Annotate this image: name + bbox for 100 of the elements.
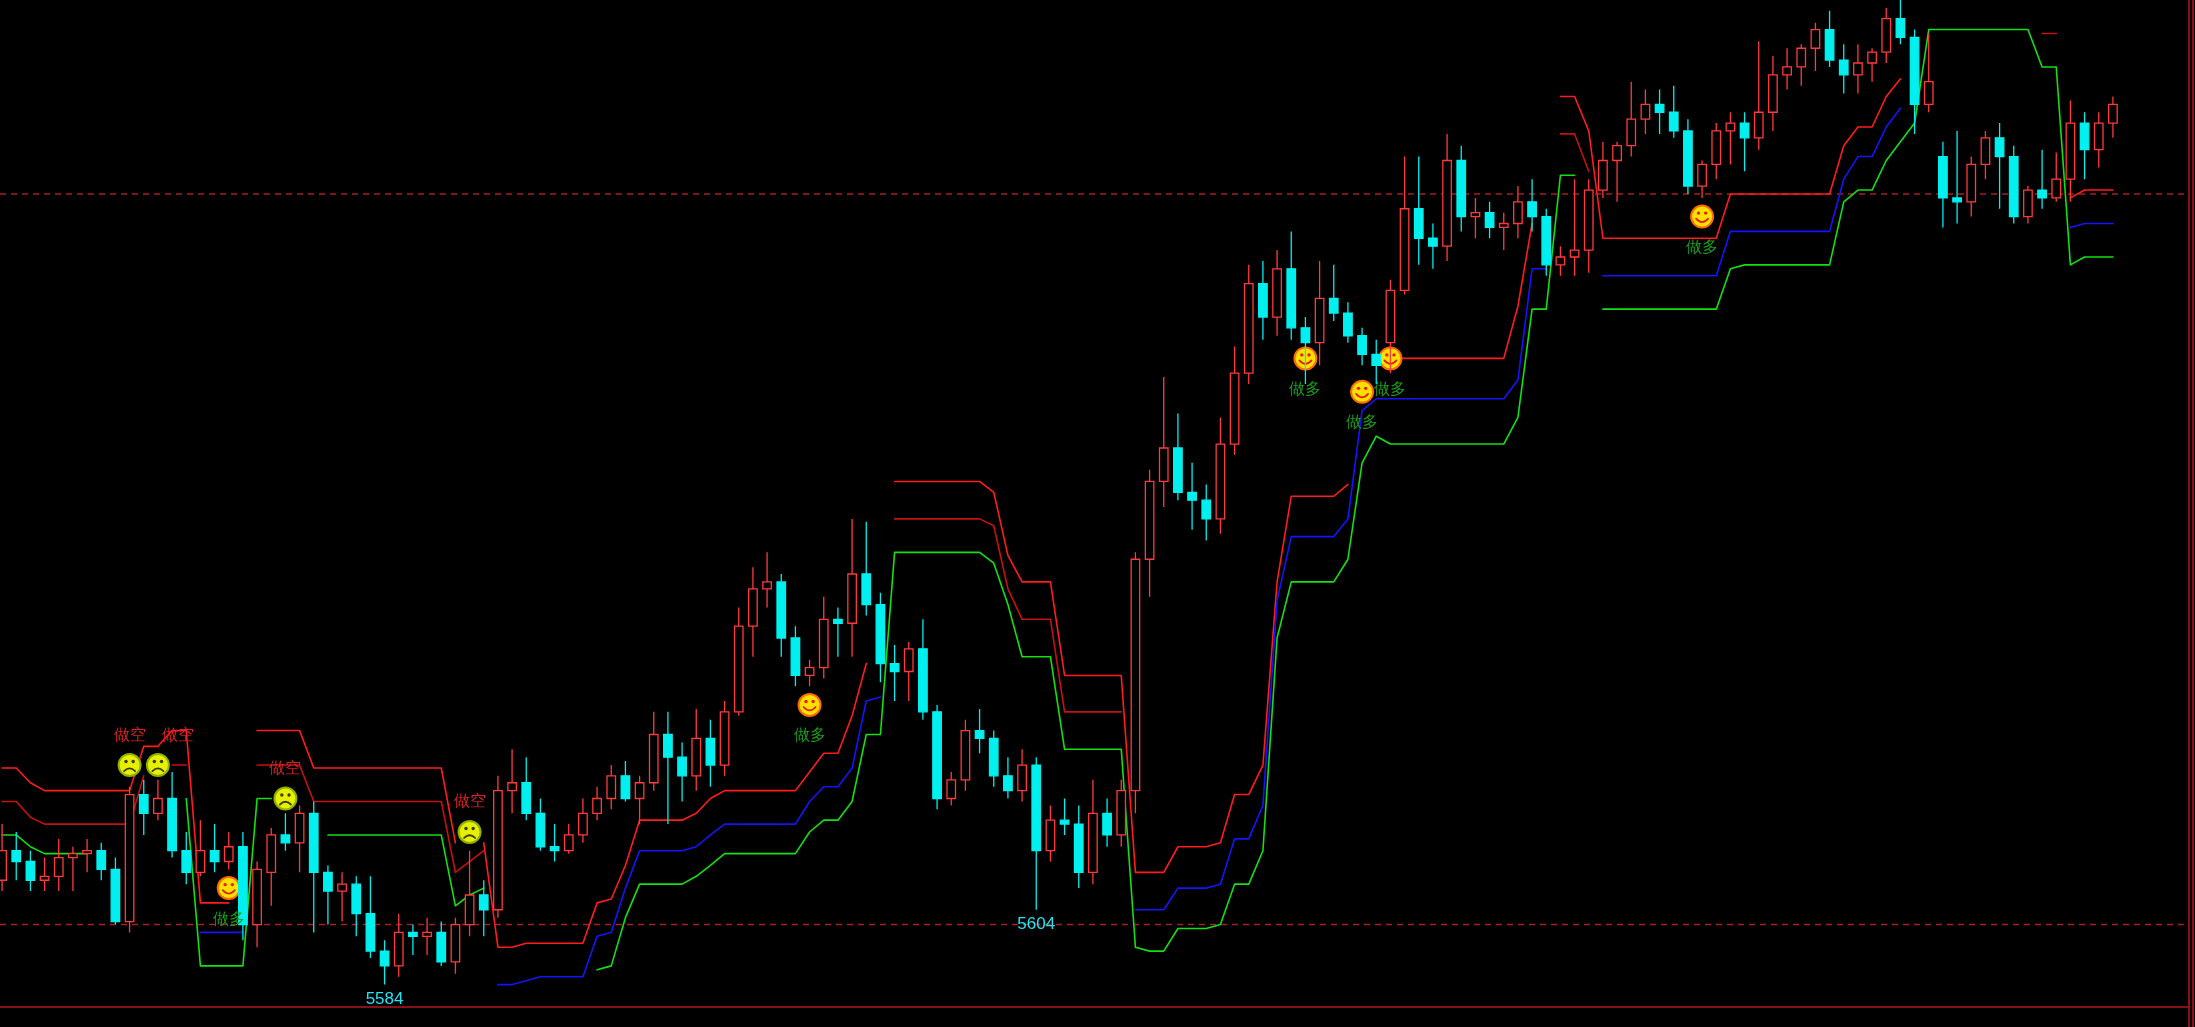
candlestick: [691, 708, 702, 792]
candlestick: [1796, 43, 1807, 87]
candlestick: [1031, 756, 1042, 911]
candlestick: [1116, 779, 1127, 848]
candlestick: [1994, 122, 2005, 210]
candlestick: [1938, 141, 1948, 229]
candlestick: [82, 838, 92, 874]
candlestick: [1513, 185, 1523, 239]
candlestick: [68, 846, 78, 892]
candlestick: [889, 644, 900, 702]
candlestick: [1527, 178, 1537, 233]
candlestick: [1357, 327, 1367, 366]
candlestick: [2108, 95, 2118, 139]
candlestick: [1612, 141, 1622, 203]
candlestick: [1810, 22, 1821, 72]
candlestick: [563, 823, 574, 855]
candlestick: [507, 748, 517, 814]
candlestick: [1739, 111, 1750, 172]
candlestick: [592, 786, 602, 821]
candlestick: [96, 842, 107, 881]
candlestick: [1923, 32, 1934, 113]
candlestick: [1881, 7, 1892, 64]
candlestick: [1598, 141, 1608, 199]
candlestick: [1966, 155, 1977, 218]
candlestick: [1697, 159, 1707, 199]
candlestick: [209, 823, 220, 874]
candlestick: [1102, 797, 1112, 848]
candlestick: [379, 939, 390, 986]
candlestick: [1215, 416, 1226, 535]
candlestick: [733, 606, 744, 717]
candlestick: [1272, 249, 1282, 337]
candlestick: [1541, 208, 1552, 277]
candlestick: [705, 719, 716, 788]
candlestick: [1088, 779, 1098, 885]
candlestick: [1173, 412, 1183, 501]
candlestick: [124, 786, 135, 934]
candlestick: [988, 729, 999, 788]
candlestick: [181, 831, 192, 885]
candlestick: [39, 856, 50, 892]
candlestick: [2079, 111, 2090, 180]
candlestick: [861, 521, 872, 617]
candlestick: [833, 606, 843, 658]
candlestick: [790, 625, 801, 687]
candlestick: [1229, 345, 1240, 456]
candlestick: [521, 756, 532, 821]
candlestick: [1980, 130, 1991, 180]
candlestick: [280, 812, 291, 852]
candlestick: [1144, 469, 1155, 598]
candlestick: [351, 875, 362, 937]
candlestick: [1895, 0, 1906, 45]
candlestick: [648, 711, 659, 792]
candlestick: [478, 879, 489, 937]
candlestick: [762, 551, 772, 609]
candlestick: [1314, 260, 1325, 366]
candlestick: [1498, 212, 1509, 251]
candlestick: [1838, 43, 1849, 95]
candlestick: [1130, 551, 1141, 814]
candlestick: [393, 913, 404, 978]
candlestick: [1569, 178, 1580, 277]
candlestick: [1059, 797, 1070, 836]
candlestick: [2008, 145, 2019, 225]
candlestick: [818, 596, 829, 680]
candlestick: [1428, 222, 1438, 270]
candlestick: [153, 779, 163, 821]
candlestick: [1683, 118, 1693, 195]
candlestick: [337, 871, 347, 923]
candlestick: [1187, 462, 1197, 531]
candlestick: [677, 741, 687, 803]
candlestick: [1909, 28, 1920, 135]
candlestick: [1158, 376, 1169, 508]
candlestick: [1711, 122, 1722, 180]
candlestick: [1654, 88, 1665, 135]
candlestick: [2023, 185, 2033, 225]
candlestick: [266, 827, 277, 907]
candlestick: [493, 775, 503, 919]
candlestick: [11, 831, 22, 881]
candlestick: [53, 838, 64, 892]
candlestick: [1484, 201, 1495, 239]
candlestick: [2037, 149, 2047, 210]
candlestick: [25, 850, 36, 892]
candlestick: [1045, 804, 1056, 863]
candlestick: [167, 771, 177, 859]
candlestick: [1853, 43, 1863, 95]
candlestick: [804, 659, 815, 687]
candlestick: [365, 875, 376, 959]
candlestick: [323, 864, 333, 926]
candlestick: [1626, 81, 1637, 158]
candlestick: [960, 719, 971, 792]
candlestick: [1470, 197, 1481, 239]
candlestick: [776, 573, 787, 658]
candlestick: [748, 566, 758, 658]
candlestick: [1201, 483, 1212, 542]
candlestick: [1824, 10, 1835, 68]
candlestick: [1017, 748, 1027, 803]
candlestick: [1442, 133, 1452, 262]
candlestick: [408, 923, 418, 956]
candlestick: [634, 775, 645, 825]
candlestick: [1753, 40, 1764, 151]
candlestick: [464, 850, 475, 937]
candlestick: [195, 819, 206, 877]
